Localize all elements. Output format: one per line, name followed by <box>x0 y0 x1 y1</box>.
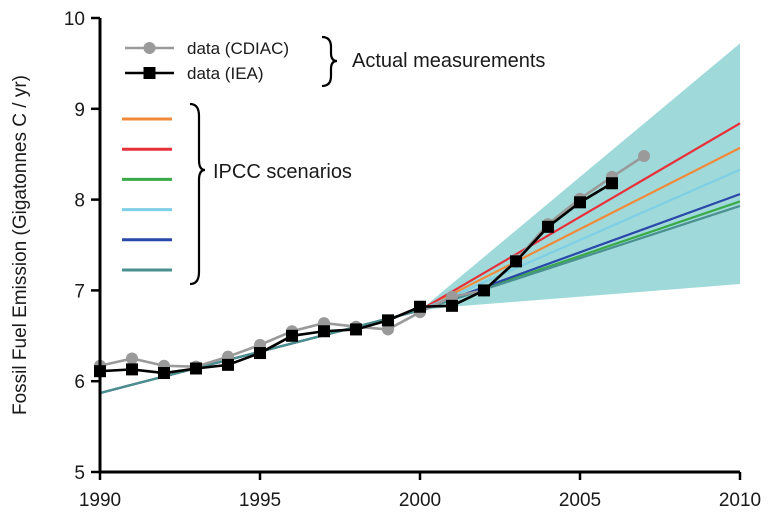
data-point-iea <box>510 255 522 268</box>
data-point-iea <box>350 323 362 336</box>
data-point-iea <box>446 299 458 312</box>
legend-marker-iea <box>143 67 156 79</box>
data-point-cdiac <box>446 290 458 303</box>
data-point-iea <box>254 347 266 360</box>
bracket-measurements <box>321 35 338 88</box>
data-point-iea <box>190 362 202 375</box>
x-tick-label: 2010 <box>719 490 761 511</box>
y-tick-label: 6 <box>74 372 85 393</box>
data-point-iea <box>574 196 586 209</box>
data-point-iea <box>126 363 138 376</box>
data-point-iea <box>222 358 234 371</box>
y-tick-label: 5 <box>74 463 85 484</box>
data-point-iea <box>318 325 330 338</box>
bracket-scenarios <box>189 102 206 286</box>
data-point-iea <box>542 220 554 233</box>
data-point-cdiac <box>382 323 394 336</box>
data-point-cdiac <box>126 352 138 365</box>
scenario-range-band <box>100 43 740 394</box>
y-tick-label: 9 <box>74 100 85 121</box>
x-tick-label: 2005 <box>559 490 601 511</box>
data-point-iea <box>158 367 170 380</box>
legend-label-cdiac: data (CDIAC) <box>187 39 289 58</box>
data-point-iea <box>606 177 618 190</box>
x-tick-label: 1995 <box>239 490 281 511</box>
x-tick-label: 2000 <box>399 490 441 511</box>
legend-group-label-measurements: Actual measurements <box>352 50 545 72</box>
data-point-iea <box>286 329 298 342</box>
y-tick-label: 10 <box>64 9 85 30</box>
data-point-cdiac <box>638 150 650 163</box>
legend-group-label-scenarios: IPCC scenarios <box>213 161 352 183</box>
y-axis-title: Fossil Fuel Emission (Gigatonnes C / yr) <box>10 75 31 415</box>
y-tick-label: 8 <box>74 191 85 212</box>
legend-marker-cdiac <box>143 42 156 54</box>
data-point-iea <box>414 300 426 313</box>
y-tick-label: 7 <box>74 281 85 302</box>
data-point-iea <box>478 284 490 297</box>
x-tick-label: 1990 <box>79 490 121 511</box>
data-point-iea <box>382 314 394 327</box>
legend-label-iea: data (IEA) <box>187 64 264 83</box>
